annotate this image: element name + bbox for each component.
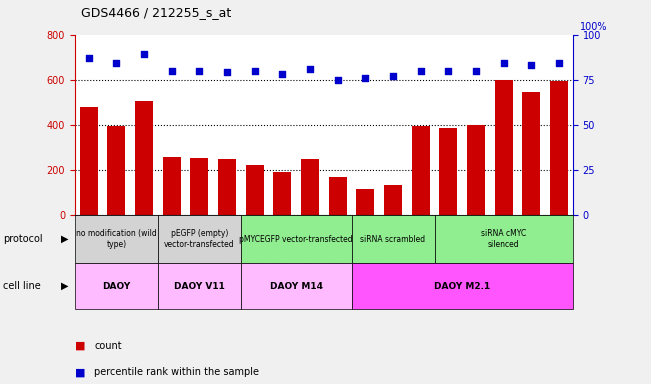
Point [415, 68, 426, 74]
Text: count: count [94, 341, 122, 351]
Bar [218, 159, 236, 215]
Bar [163, 157, 181, 215]
Bar [107, 126, 126, 215]
Point [526, 62, 536, 68]
Bar [245, 166, 264, 215]
Point [443, 68, 454, 74]
Text: ▶: ▶ [61, 234, 69, 244]
Text: DAOY M14: DAOY M14 [270, 281, 323, 291]
Bar [79, 107, 98, 215]
Text: ▶: ▶ [61, 281, 69, 291]
Point [499, 60, 509, 66]
Bar [522, 92, 540, 215]
Bar [135, 101, 153, 215]
Point [167, 68, 177, 74]
Text: DAOY M2.1: DAOY M2.1 [434, 281, 490, 291]
Bar [190, 158, 208, 215]
Point [194, 68, 204, 74]
Text: GDS4466 / 212255_s_at: GDS4466 / 212255_s_at [81, 6, 232, 19]
Point [333, 77, 343, 83]
Point [471, 68, 481, 74]
Bar [550, 81, 568, 215]
Text: 100%: 100% [580, 22, 607, 32]
Text: DAOY V11: DAOY V11 [174, 281, 225, 291]
Point [222, 70, 232, 76]
Bar [495, 80, 513, 215]
Text: protocol: protocol [3, 234, 43, 244]
Text: no modification (wild
type): no modification (wild type) [76, 229, 157, 249]
Text: percentile rank within the sample: percentile rank within the sample [94, 367, 259, 377]
Text: pEGFP (empty)
vector-transfected: pEGFP (empty) vector-transfected [164, 229, 234, 249]
Point [111, 60, 122, 66]
Point [277, 71, 288, 77]
Point [83, 55, 94, 61]
Bar [411, 126, 430, 215]
Bar [301, 159, 319, 215]
Bar [439, 127, 458, 215]
Text: cell line: cell line [3, 281, 41, 291]
Text: siRNA cMYC
silenced: siRNA cMYC silenced [481, 229, 527, 249]
Point [249, 68, 260, 74]
Bar [384, 185, 402, 215]
Bar [467, 125, 485, 215]
Point [388, 73, 398, 79]
Point [305, 66, 315, 72]
Text: ■: ■ [75, 367, 85, 377]
Bar [273, 172, 292, 215]
Text: pMYCEGFP vector-transfected: pMYCEGFP vector-transfected [240, 235, 353, 243]
Point [139, 51, 149, 58]
Point [360, 75, 370, 81]
Bar [329, 177, 347, 215]
Text: DAOY: DAOY [102, 281, 130, 291]
Point [554, 60, 564, 66]
Text: ■: ■ [75, 341, 85, 351]
Text: siRNA scrambled: siRNA scrambled [361, 235, 426, 243]
Bar [356, 189, 374, 215]
